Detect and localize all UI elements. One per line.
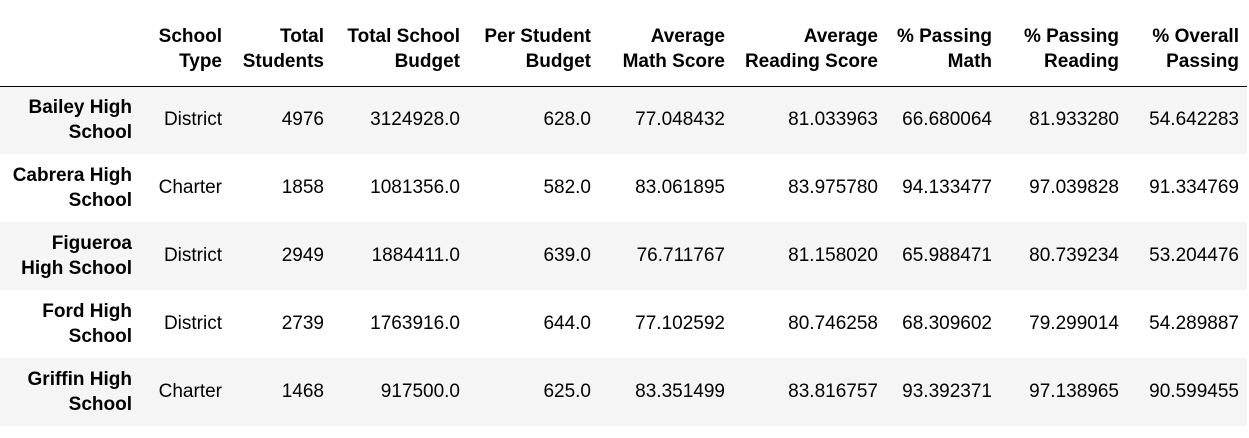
average-math-cell: 83.351499 [635, 381, 725, 402]
table-body: Bailey High School District 4976 3124928… [0, 86, 1247, 426]
school-name: Griffin High School [27, 369, 132, 415]
school-name: Ford High School [42, 301, 132, 347]
average-reading-cell: 83.816757 [788, 381, 878, 402]
passing-math-cell: 94.133477 [902, 177, 992, 198]
average-reading-cell: 83.975780 [788, 177, 878, 198]
total-budget-cell: 1763916.0 [370, 313, 460, 334]
passing-math-cell: 68.309602 [902, 313, 992, 334]
passing-math-cell: 66.680064 [902, 109, 992, 131]
school-summary-table: School Type Total Students Total School … [0, 0, 1247, 426]
passing-reading-cell: 81.933280 [1029, 109, 1119, 131]
school-type-cell: District [163, 109, 222, 131]
passing-reading-cell: 97.039828 [1029, 177, 1119, 198]
school-name: Cabrera High School [12, 165, 132, 211]
table-row: Bailey High School District 4976 3124928… [0, 86, 1247, 154]
overall-passing-cell: 91.334769 [1149, 177, 1239, 198]
column-header-percent-passing-math: % Passing Math [886, 0, 1000, 87]
total-budget-cell: 917500.0 [380, 381, 460, 402]
column-header-percent-overall-passing: % Overall Passing [1127, 0, 1247, 87]
column-header-average-reading-score: Average Reading Score [733, 0, 886, 87]
table-row: Griffin High School Charter 1468 917500.… [0, 358, 1247, 426]
average-math-cell: 77.048432 [635, 109, 725, 131]
total-budget-cell: 1081356.0 [370, 177, 460, 198]
total-budget-cell: 3124928.0 [370, 109, 460, 131]
total-students-cell: 2739 [281, 313, 324, 334]
table-row: Cabrera High School Charter 1858 1081356… [0, 154, 1247, 222]
per-student-budget-cell: 625.0 [543, 381, 591, 402]
average-reading-cell: 81.033963 [788, 109, 878, 131]
total-students-cell: 4976 [281, 109, 324, 131]
column-header-total-students: Total Students [230, 0, 332, 87]
per-student-budget-cell: 582.0 [543, 177, 591, 198]
overall-passing-cell: 90.599455 [1149, 381, 1239, 402]
per-student-budget-cell: 628.0 [543, 109, 591, 131]
passing-math-cell: 93.392371 [902, 381, 992, 402]
column-header-average-math-score: Average Math Score [599, 0, 733, 87]
table-row: Figueroa High School District 2949 18844… [0, 222, 1247, 290]
column-header-percent-passing-reading: % Passing Reading [1000, 0, 1127, 87]
passing-reading-cell: 97.138965 [1029, 381, 1119, 402]
per-student-budget-cell: 639.0 [543, 245, 591, 266]
per-student-budget-cell: 644.0 [543, 313, 591, 334]
total-students-cell: 2949 [281, 245, 324, 266]
average-math-cell: 77.102592 [635, 313, 725, 334]
school-type-cell: Charter [158, 381, 222, 402]
table-header: School Type Total Students Total School … [0, 0, 1247, 87]
table-row: Ford High School District 2739 1763916.0… [0, 290, 1247, 358]
school-type-cell: District [163, 245, 222, 266]
total-students-cell: 1468 [281, 381, 324, 402]
column-header-per-student-budget: Per Student Budget [468, 0, 599, 87]
passing-reading-cell: 79.299014 [1029, 313, 1119, 334]
total-students-cell: 1858 [281, 177, 324, 198]
header-row: School Type Total Students Total School … [0, 0, 1247, 87]
school-type-cell: District [163, 313, 222, 334]
school-type-cell: Charter [158, 177, 222, 198]
school-name: Bailey High School [28, 97, 132, 144]
index-header [0, 0, 140, 87]
column-header-total-school-budget: Total School Budget [332, 0, 468, 87]
total-budget-cell: 1884411.0 [371, 245, 460, 266]
passing-math-cell: 65.988471 [902, 245, 992, 266]
overall-passing-cell: 54.289887 [1149, 313, 1239, 334]
average-reading-cell: 81.158020 [788, 245, 878, 266]
average-reading-cell: 80.746258 [788, 313, 878, 334]
average-math-cell: 76.711767 [636, 245, 725, 266]
column-header-school-type: School Type [140, 0, 230, 87]
passing-reading-cell: 80.739234 [1029, 245, 1119, 266]
average-math-cell: 83.061895 [635, 177, 725, 198]
school-name: Figueroa High School [21, 233, 132, 279]
overall-passing-cell: 53.204476 [1149, 245, 1239, 266]
overall-passing-cell: 54.642283 [1149, 109, 1239, 131]
